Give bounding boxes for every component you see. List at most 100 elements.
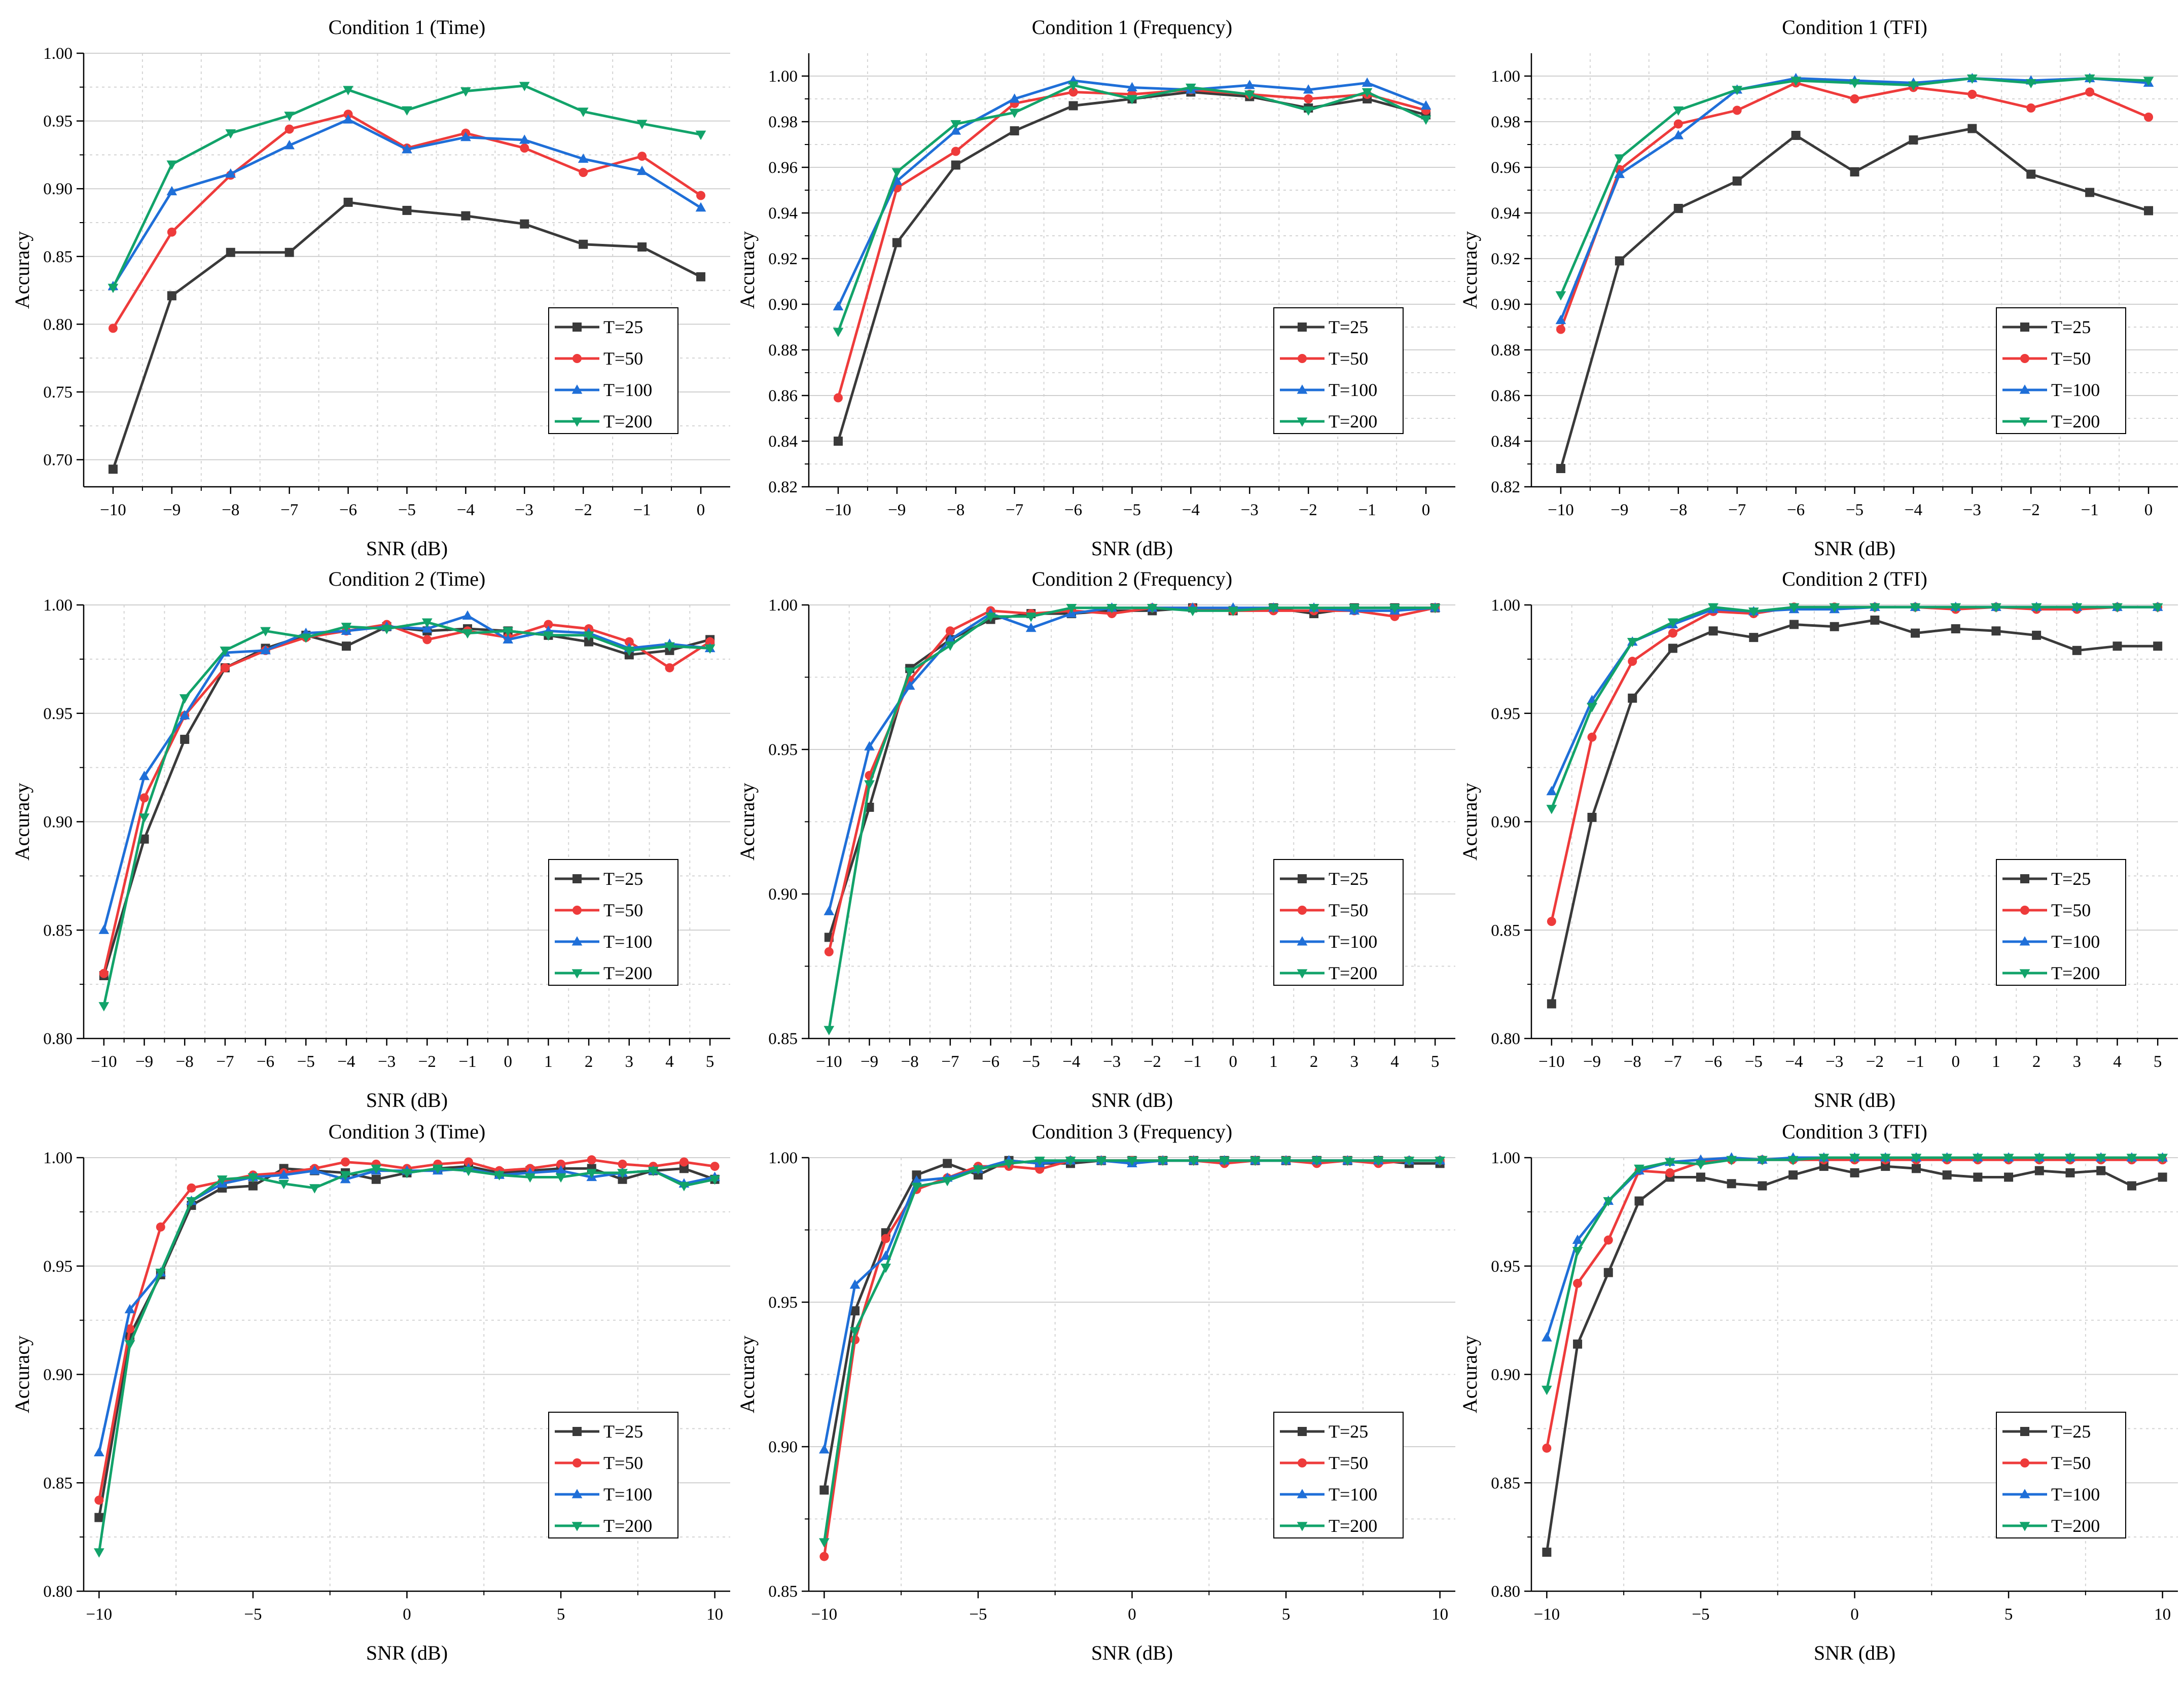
legend-item: T=200 — [555, 963, 652, 983]
data-point — [124, 1304, 135, 1313]
data-point — [1829, 603, 1840, 613]
x-tick-label: −9 — [861, 1053, 878, 1071]
legend: T=25 T=50 T=100 T=200 — [1996, 1412, 2126, 1538]
series-t-200 — [833, 81, 1431, 337]
chart-panel-9: −10 −5 0 5 10 0.80 0.85 0.90 0.95 1.00 Condition 3… — [1458, 1120, 2178, 1664]
data-point — [402, 1169, 412, 1178]
y-tick-label: 0.85 — [768, 1030, 798, 1048]
x-tick-label: 10 — [1431, 1605, 1448, 1624]
data-point — [2096, 1166, 2106, 1175]
legend-label: T=100 — [1329, 931, 1377, 952]
x-tick-label: −2 — [1866, 1053, 1884, 1071]
data-point — [1342, 1157, 1353, 1166]
x-tick-label: −5 — [969, 1605, 987, 1624]
data-point — [1708, 626, 1718, 636]
data-point — [1303, 84, 1314, 94]
legend-item: T=100 — [1280, 380, 1377, 400]
legend-item: T=200 — [2002, 411, 2100, 432]
legend-item: T=25 — [2002, 317, 2091, 337]
data-point — [1034, 1157, 1045, 1166]
data-point — [579, 239, 588, 249]
y-tick-label: 0.85 — [1491, 921, 1520, 940]
data-point — [1748, 607, 1759, 617]
data-point — [1555, 314, 1566, 325]
series-t-200 — [94, 1164, 720, 1558]
data-point — [220, 647, 231, 656]
y-tick-label: 0.80 — [43, 1583, 73, 1601]
data-point — [943, 1159, 952, 1168]
y-tick-label: 0.88 — [1491, 341, 1520, 360]
data-point — [1665, 1168, 1675, 1177]
legend-marker — [2019, 417, 2030, 427]
data-point — [704, 644, 715, 654]
data-point — [1362, 88, 1373, 98]
data-point — [1250, 1157, 1261, 1166]
data-point — [2084, 74, 2095, 84]
series-t-25 — [1542, 1162, 2167, 1557]
data-point — [824, 947, 834, 956]
data-point — [1830, 622, 1839, 631]
data-point — [2026, 103, 2036, 113]
y-tick-label: 0.90 — [43, 1366, 73, 1384]
legend-label: T=25 — [603, 1421, 643, 1442]
chart-panel-1: −10 −9 −8 −7 −6 −5 −4 −3 −2 −1 00.700.750.800.850.… — [11, 16, 730, 560]
data-point — [1009, 93, 1020, 103]
data-point — [1587, 732, 1597, 742]
series-t-200 — [98, 618, 715, 1012]
legend-label: T=50 — [603, 1453, 643, 1473]
x-tick-label: −3 — [1825, 1053, 1843, 1071]
legend-label: T=200 — [2051, 1516, 2100, 1536]
legend-label: T=100 — [603, 931, 652, 952]
data-point — [226, 247, 235, 257]
data-point — [179, 694, 190, 704]
x-tick-label: −7 — [280, 501, 298, 519]
data-point — [1244, 90, 1255, 100]
chart-panel-6: −10 −9 −8 −7 −6 −5 −4 −3 −2 −1 0 1 2 3 4 50.800.850.900… — [1458, 567, 2178, 1112]
data-point — [1228, 606, 1239, 617]
legend-label: T=50 — [1329, 1453, 1368, 1473]
y-tick-label: 0.98 — [1491, 113, 1520, 131]
legend-label: T=50 — [1329, 348, 1368, 369]
y-tick-label: 0.98 — [768, 113, 798, 131]
data-point — [2034, 1154, 2045, 1163]
data-point — [462, 610, 473, 620]
y-tick-label: 0.85 — [43, 1474, 73, 1492]
data-point — [1942, 1170, 1952, 1180]
data-point — [167, 227, 176, 237]
data-point — [1429, 604, 1441, 614]
data-point — [880, 1263, 891, 1273]
legend-marker — [1297, 1489, 1308, 1498]
data-point — [973, 1165, 984, 1175]
data-point — [220, 663, 230, 672]
y-tick-label: 0.94 — [768, 204, 798, 223]
x-axis-label: SNR (dB) — [1814, 1641, 1895, 1664]
data-point — [618, 1159, 627, 1169]
data-point — [1673, 106, 1684, 116]
data-point — [463, 1167, 474, 1176]
series-t-200 — [1546, 603, 2163, 814]
data-point — [300, 633, 311, 643]
data-point — [2085, 87, 2095, 97]
data-point — [1303, 106, 1314, 116]
y-tick-label: 0.86 — [768, 387, 798, 405]
x-tick-label: −3 — [378, 1053, 396, 1071]
series-line — [1545, 1156, 2163, 1390]
series-t-25 — [1556, 124, 2154, 473]
data-point — [1066, 604, 1077, 614]
x-tick-label: 0 — [1422, 501, 1430, 519]
x-tick-label: 0 — [2144, 501, 2153, 519]
x-tick-label: −1 — [1906, 1053, 1924, 1071]
x-tick-label: 0 — [403, 1605, 411, 1624]
data-point — [849, 1279, 861, 1289]
legend-item: T=200 — [555, 1516, 652, 1536]
y-tick-label: 1.00 — [1491, 1149, 1520, 1167]
legend: T=25 T=50 T=100 T=200 — [548, 1412, 678, 1538]
y-tick-label: 0.84 — [768, 433, 798, 451]
data-point — [463, 1157, 473, 1167]
legend-item: T=100 — [2002, 931, 2100, 952]
data-point — [584, 637, 594, 647]
legend-item: T=25 — [555, 869, 643, 889]
legend-item: T=200 — [555, 411, 652, 432]
data-point — [1420, 100, 1431, 110]
data-point — [1420, 115, 1431, 125]
